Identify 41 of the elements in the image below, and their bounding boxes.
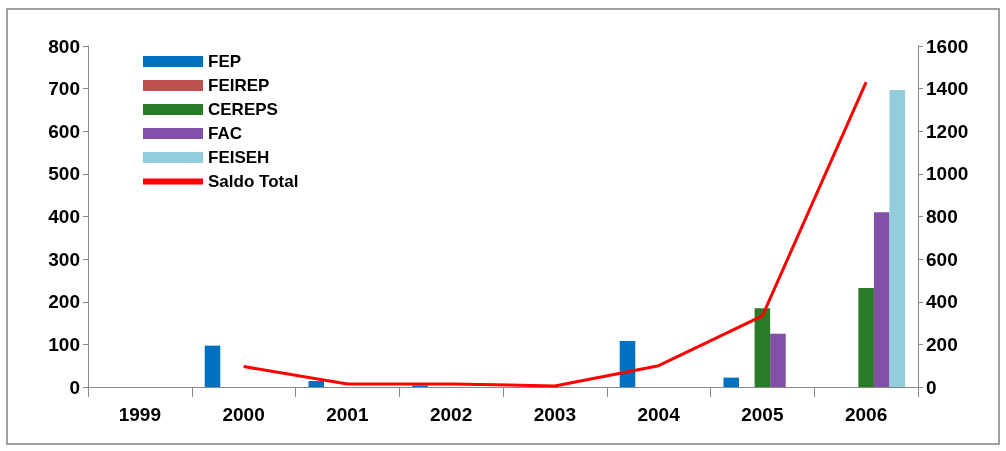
- y2-tick-label: 200: [926, 333, 958, 355]
- y-tick-label: 400: [48, 206, 80, 227]
- legend-label: FAC: [208, 124, 242, 143]
- legend-label: CEREPS: [208, 100, 278, 119]
- y-tick-label: 300: [48, 248, 80, 270]
- legend-label: FEIREP: [208, 76, 270, 95]
- legend-label: Saldo Total: [208, 172, 299, 191]
- y2-tick-label: 1200: [926, 120, 969, 142]
- bar: [619, 340, 636, 387]
- x-tick-label: 2005: [741, 404, 784, 425]
- x-tick-label: 2001: [326, 404, 369, 425]
- bar: [770, 333, 786, 387]
- bar: [204, 345, 221, 387]
- bar: [754, 308, 771, 387]
- legend-label: FEP: [208, 52, 242, 71]
- x-tick-label: 2004: [637, 404, 681, 425]
- y2-tick-label: 0: [926, 376, 937, 398]
- y-tick-label: 800: [48, 35, 80, 57]
- y-tick-label: 0: [69, 376, 80, 398]
- bar: [858, 288, 874, 387]
- y2-tick-label: 1400: [926, 78, 969, 100]
- bar: [723, 377, 740, 387]
- x-tick-label: 2000: [222, 404, 265, 425]
- bar: [889, 89, 906, 387]
- x-tick-label: 2003: [533, 404, 577, 425]
- y-tick-label: 200: [48, 291, 80, 313]
- y2-tick-label: 400: [926, 291, 958, 313]
- y-tick-label: 100: [48, 333, 80, 355]
- bar: [308, 381, 325, 387]
- y2-tick-label: 1600: [926, 35, 969, 57]
- y2-tick-label: 600: [926, 248, 958, 270]
- y2-tick-label: 800: [926, 206, 958, 227]
- x-tick-label: 2002: [429, 404, 473, 425]
- y2-tick-label: 1000: [926, 163, 969, 185]
- x-tick-label: 1999: [118, 404, 162, 425]
- y-tick-label: 600: [48, 120, 80, 142]
- y-tick-label: 700: [48, 78, 80, 100]
- x-tick-label: 2006: [844, 404, 888, 425]
- bar: [873, 212, 890, 387]
- legend-label: FEISEH: [208, 148, 270, 167]
- y-tick-label: 500: [48, 163, 80, 185]
